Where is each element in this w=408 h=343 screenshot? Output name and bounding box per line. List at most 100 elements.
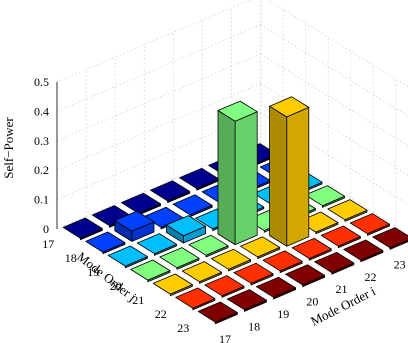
y-tick-label: 22 — [155, 307, 167, 321]
tile-top — [204, 275, 245, 297]
tile-top — [327, 199, 368, 221]
tile-top — [159, 247, 200, 269]
bar-face-top — [217, 100, 258, 122]
bar-23-23 — [372, 227, 408, 250]
bar-21-22 — [291, 237, 332, 261]
grid-line — [260, 112, 408, 205]
tile-top — [320, 225, 361, 247]
grid-line — [56, 24, 261, 112]
grid — [56, 0, 408, 235]
bar-19-19 — [165, 215, 207, 244]
bar-21-21 — [269, 96, 310, 247]
bar-18-20 — [159, 247, 200, 270]
tile-top — [262, 250, 303, 272]
bar-face-front — [286, 107, 310, 247]
bar-17-17 — [62, 217, 103, 241]
tile-top — [343, 239, 384, 261]
bar-19-22 — [233, 262, 274, 286]
z-tick-label: 0.2 — [34, 163, 49, 177]
tile-top — [107, 245, 148, 267]
bar-17-18 — [85, 231, 126, 255]
bars — [62, 96, 408, 325]
tile-top — [255, 276, 297, 298]
x-tick-label: 19 — [277, 307, 289, 321]
bar-22-23 — [343, 239, 384, 263]
tile-top — [285, 264, 326, 286]
x-tick-label: 20 — [306, 295, 318, 309]
y-tick-label: 17 — [42, 237, 54, 251]
tile-top — [304, 185, 345, 207]
tile-top — [291, 237, 332, 259]
grid-line — [56, 0, 251, 83]
bar-22-22 — [320, 225, 361, 249]
tile-top — [136, 233, 177, 255]
grid-line — [260, 141, 408, 235]
tile-top — [233, 262, 274, 284]
bar-17-19 — [107, 245, 148, 269]
y-tick-label: 21 — [132, 293, 144, 307]
grid-line — [260, 83, 408, 176]
tile-top — [181, 261, 222, 283]
bar-18-18 — [114, 210, 155, 242]
tile-top — [197, 301, 238, 323]
grid-line — [260, 53, 408, 147]
bar-17-23 — [197, 301, 238, 325]
x-tick-label: 18 — [248, 319, 260, 333]
bar-21-23 — [314, 251, 355, 275]
bar-18-21 — [181, 261, 222, 284]
tile-top — [210, 248, 252, 270]
bar-19-17 — [121, 192, 162, 216]
bar-20-23 — [285, 264, 326, 288]
bar-face-top — [269, 96, 310, 118]
bar-19-20 — [188, 234, 229, 258]
bar-23-20 — [304, 185, 345, 208]
bar-20-17 — [150, 180, 191, 204]
tile-top — [314, 251, 355, 273]
bar-19-23 — [255, 276, 297, 300]
y-tick-label: 19 — [87, 265, 99, 279]
bar-face-top — [114, 210, 155, 232]
bar-17-20 — [130, 259, 171, 283]
tile-top — [175, 287, 216, 309]
bar-23-22 — [349, 213, 390, 236]
tile-top — [121, 192, 162, 214]
z-tick-label: 0.1 — [34, 193, 49, 207]
bar-face-side — [269, 105, 288, 247]
z-tick-label: 0.3 — [34, 134, 49, 148]
bar-18-19 — [136, 233, 177, 256]
bar-face-front — [234, 111, 258, 246]
bar-23-21 — [327, 199, 368, 222]
y-tick-label: 23 — [177, 321, 189, 335]
z-tick-label: 0 — [43, 222, 49, 236]
bar-20-22 — [262, 250, 303, 274]
x-tick-label: 23 — [394, 257, 406, 271]
y-tick-label: 18 — [65, 251, 77, 265]
tile-top — [372, 227, 408, 249]
bar-18-22 — [204, 275, 245, 298]
tile-top — [130, 259, 171, 281]
tile-top — [62, 217, 103, 239]
z-tick-label: 0.5 — [34, 75, 49, 89]
x-tick-label: 21 — [335, 282, 347, 296]
bar-19-21 — [210, 248, 252, 272]
grid-line — [260, 24, 408, 117]
tile-top — [152, 273, 193, 295]
z-axis-label: Self−Power — [1, 117, 16, 179]
bar-face-top — [165, 215, 207, 237]
bar-face-side — [217, 110, 236, 246]
x-tick-label: 17 — [219, 332, 231, 343]
bar-18-23 — [226, 289, 267, 312]
tile-top — [179, 167, 220, 189]
grid-line — [267, 0, 408, 88]
x-tick-label: 22 — [365, 270, 377, 284]
bar-17-21 — [152, 273, 193, 297]
grid-line — [56, 53, 261, 142]
tile-top — [240, 236, 281, 258]
tile-top — [150, 180, 191, 202]
tile-top — [188, 234, 229, 256]
bar-20-18 — [172, 194, 213, 218]
grid-line — [56, 83, 261, 171]
tile-top — [85, 231, 126, 253]
y-tick-label: 20 — [110, 279, 122, 293]
